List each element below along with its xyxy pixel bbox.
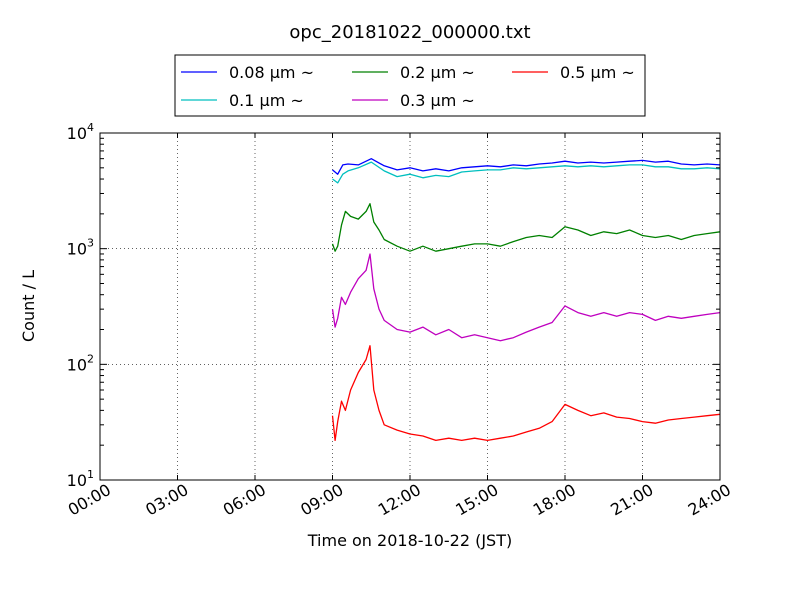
legend-box — [174, 54, 646, 117]
y-axis-label: Count / L — [19, 270, 38, 342]
legend-label-1: 0.1 μm ~ — [229, 91, 304, 110]
y-tick-label: 101 — [67, 468, 94, 490]
x-tick-label: 06:00 — [220, 480, 269, 520]
legend-label-0: 0.08 μm ~ — [229, 63, 314, 82]
legend-items: 0.08 μm ~ 0.1 μm ~ 0.2 μm ~ 0.3 μm ~ 0.5 μm … — [181, 63, 635, 110]
grid-lines — [99, 132, 721, 481]
x-tick-label: 15:00 — [452, 480, 501, 520]
series-line-3 — [331, 253, 721, 342]
legend-label-2: 0.2 μm ~ — [400, 63, 475, 82]
y-tick-label: 103 — [67, 237, 94, 259]
x-tick-label: 09:00 — [297, 480, 346, 520]
x-tick-label: 12:00 — [375, 480, 424, 520]
y-tick-labels: 101 102 103 104 — [67, 121, 94, 490]
chart-title: opc_20181022_000000.txt — [289, 22, 530, 43]
series-line-4 — [331, 345, 721, 442]
series-line-1 — [332, 161, 721, 184]
legend-label-4: 0.5 μm ~ — [560, 63, 635, 82]
series-line-2 — [331, 203, 721, 252]
y-tick-label: 102 — [67, 352, 94, 374]
legend-label-3: 0.3 μm ~ — [400, 91, 475, 110]
x-tick-label: 18:00 — [530, 480, 579, 520]
series-lines — [331, 158, 721, 442]
axis-ticks — [99, 132, 721, 481]
series-line-0 — [332, 158, 721, 175]
legend: 0.08 μm ~ 0.1 μm ~ 0.2 μm ~ 0.3 μm ~ 0.5 μm … — [174, 54, 646, 117]
y-tick-label: 104 — [67, 121, 94, 143]
x-tick-labels: 00:00 03:00 06:00 09:00 12:00 15:00 18:00 21:00… — [65, 480, 734, 520]
x-tick-label: 21:00 — [607, 480, 656, 520]
x-tick-label: 24:00 — [685, 480, 734, 520]
x-tick-label: 03:00 — [142, 480, 191, 520]
x-axis-label: Time on 2018-10-22 (JST) — [307, 531, 512, 550]
